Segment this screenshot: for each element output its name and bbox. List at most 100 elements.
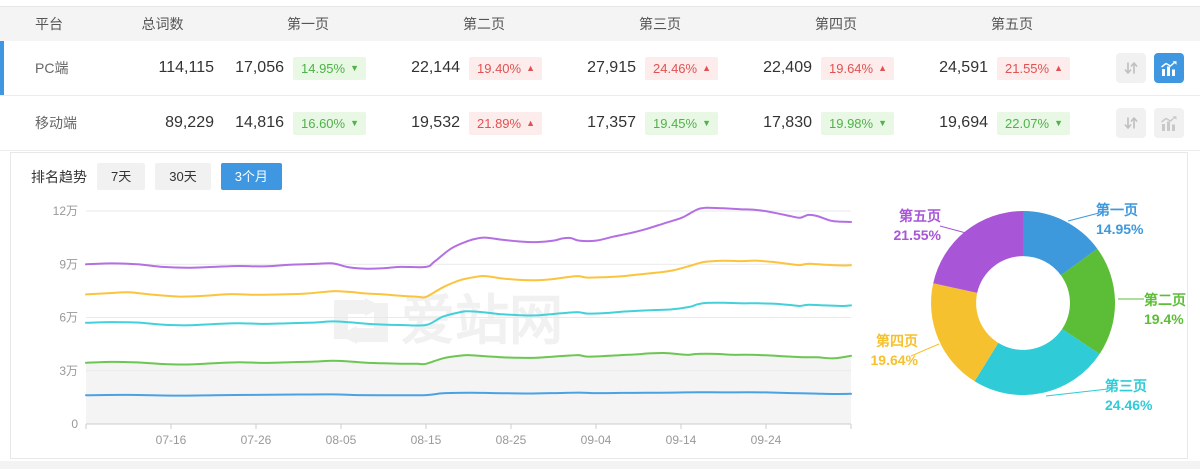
y-tick-label-6万: 6万 (59, 311, 78, 325)
page-2-count: 19,532 (411, 114, 460, 131)
table-body: PC端 114,115 17,056 14.95% ▼ 22,144 19.40% ▲ 27,9… (0, 41, 1200, 151)
change-badge-down: 19.45% ▼ (645, 111, 719, 135)
x-tick-label-09-04: 09-04 (581, 433, 612, 447)
donut-slice-第五页[interactable] (933, 211, 1023, 293)
total-words-value: 89,229 (165, 114, 214, 131)
page-3-cell: 17,357 19.45% ▼ (572, 111, 748, 135)
x-tick-label-07-16: 07-16 (156, 433, 187, 447)
donut-label-第五页: 第五页 21.55% (865, 207, 941, 245)
row-action-icons (1100, 53, 1200, 83)
page-3-count: 17,357 (587, 114, 636, 131)
donut-label-第一页: 第一页 14.95% (1096, 201, 1172, 239)
change-badge-down: 22.07% ▼ (997, 111, 1071, 135)
change-percent: 14.95% (301, 60, 346, 76)
arrow-down-icon: ▼ (350, 62, 360, 73)
arrow-down-icon: ▼ (1054, 117, 1064, 128)
change-percent: 19.98% (829, 115, 874, 131)
page-share-donut-chart (910, 211, 1144, 397)
donut-label-第三页: 第三页 24.46% (1105, 377, 1177, 415)
donut-slice-第三页[interactable] (974, 329, 1100, 396)
donut-label-第四页: 第四页 19.64% (842, 332, 918, 370)
column-header-0: 平台 (35, 16, 63, 32)
donut-slice-第二页[interactable] (1060, 248, 1116, 354)
page-3-cell: 27,915 24.46% ▲ (572, 56, 748, 80)
platform-label: 移动端 (35, 115, 77, 131)
sort-toggle-button[interactable] (1116, 53, 1146, 83)
arrow-down-icon: ▼ (350, 117, 360, 128)
donut-label-第二页: 第二页 19.4% (1144, 291, 1200, 329)
trend-line-第三页 (85, 301, 852, 327)
page-1-cell: 14,816 16.60% ▼ (220, 111, 396, 135)
donut-slice-第四页[interactable] (931, 283, 999, 382)
column-header-6: 第五页 (991, 16, 1033, 32)
column-header-1: 总词数 (141, 16, 184, 32)
aizhan-watermark-logo: 爱站网 (334, 291, 563, 351)
page-3-count: 27,915 (587, 59, 636, 76)
change-percent: 21.89% (477, 115, 522, 131)
page-4-count: 17,830 (763, 114, 812, 131)
page-4-cell: 17,830 19.98% ▼ (748, 111, 924, 135)
trend-line-第一页 (85, 391, 852, 397)
donut-label-percent: 19.64% (870, 352, 918, 368)
donut-label-name: 第三页 (1105, 378, 1147, 394)
column-header-5: 第四页 (815, 16, 857, 32)
page-1-count: 17,056 (235, 59, 284, 76)
page-5-cell: 24,591 21.55% ▲ (924, 56, 1100, 80)
x-tick-label-08-25: 08-25 (496, 433, 527, 447)
page-bottom-strip (0, 461, 1200, 469)
trend-line-第四页 (85, 259, 852, 299)
y-tick-label-3万: 3万 (59, 364, 78, 378)
donut-label-percent: 21.55% (893, 227, 941, 243)
page-2-cell: 19,532 21.89% ▲ (396, 111, 572, 135)
sort-toggle-button[interactable] (1116, 108, 1146, 138)
change-percent: 22.07% (1005, 115, 1050, 131)
arrow-up-icon: ▲ (526, 117, 536, 128)
change-percent: 19.45% (653, 115, 698, 131)
trend-header: 排名趋势 7天 30天 3个月 (31, 163, 282, 190)
change-badge-up: 19.40% ▲ (469, 56, 543, 80)
table-row-pc[interactable]: PC端 114,115 17,056 14.95% ▼ 22,144 19.40% ▲ 27,9… (0, 41, 1200, 96)
tab-7天[interactable]: 7天 (97, 163, 146, 190)
donut-leader-第五页 (939, 225, 967, 234)
ranking-table: 平台 总词数 第一页 第二页 第三页 第四页 第五页 PC端 114,115 17,056 14.… (0, 6, 1200, 151)
trend-chart-button[interactable] (1154, 108, 1184, 138)
arrow-up-icon: ▲ (878, 62, 888, 73)
change-badge-down: 16.60% ▼ (293, 111, 367, 135)
table-row-mobile[interactable]: 移动端 89,229 14,816 16.60% ▼ 19,532 21.89% ▲ 17,35… (0, 96, 1200, 151)
donut-label-percent: 19.4% (1144, 311, 1184, 327)
page-2-count: 22,144 (411, 59, 460, 76)
trend-range-tabs: 7天 30天 3个月 (87, 163, 282, 190)
tab-3个月[interactable]: 3个月 (220, 163, 282, 190)
page-4-cell: 22,409 19.64% ▲ (748, 56, 924, 80)
change-badge-up: 24.46% ▲ (645, 56, 719, 80)
page-5-count: 24,591 (939, 59, 988, 76)
change-percent: 19.40% (477, 60, 522, 76)
row-action-icons (1100, 108, 1200, 138)
tab-30天[interactable]: 30天 (155, 163, 211, 190)
x-tick-label-09-14: 09-14 (666, 433, 697, 447)
donut-leader-第四页 (910, 343, 940, 357)
trend-line-第五页 (85, 206, 852, 270)
arrow-up-icon: ▲ (1054, 62, 1064, 73)
x-tick-label-09-24: 09-24 (751, 433, 782, 447)
trend-title: 排名趋势 (31, 168, 87, 185)
y-tick-label-9万: 9万 (59, 257, 78, 271)
change-badge-up: 21.89% ▲ (469, 111, 543, 135)
page-5-cell: 19,694 22.07% ▼ (924, 111, 1100, 135)
arrow-up-icon: ▲ (526, 62, 536, 73)
column-header-3: 第二页 (463, 16, 505, 32)
page-1-count: 14,816 (235, 114, 284, 131)
page-5-count: 19,694 (939, 114, 988, 131)
change-percent: 21.55% (1005, 60, 1050, 76)
change-percent: 19.64% (829, 60, 874, 76)
arrow-down-icon: ▼ (878, 117, 888, 128)
x-tick-label-08-05: 08-05 (326, 433, 357, 447)
platform-label: PC端 (35, 60, 69, 76)
trend-chart-button-active[interactable] (1154, 53, 1184, 83)
donut-label-name: 第五页 (899, 208, 941, 224)
total-words-value: 114,115 (158, 59, 214, 76)
donut-label-name: 第一页 (1096, 202, 1138, 218)
donut-slice-第一页[interactable] (1023, 211, 1098, 276)
trend-line-第二页 (85, 351, 852, 366)
